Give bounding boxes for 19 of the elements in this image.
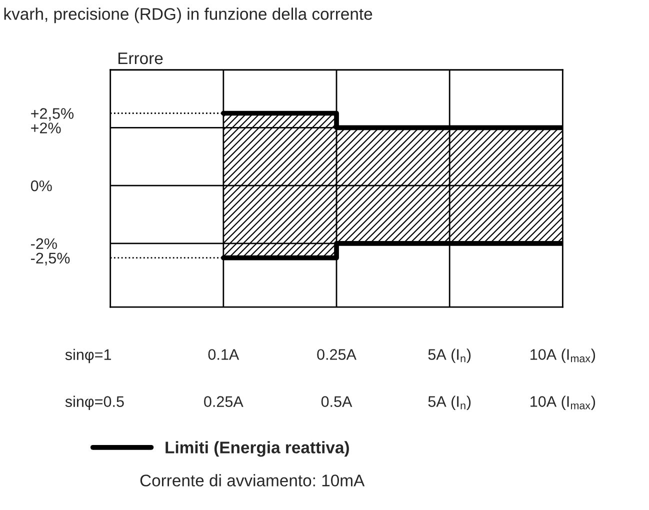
- y-tick-label: +2,5%: [31, 108, 74, 121]
- y-tick-label: +2%: [31, 122, 61, 134]
- text: sinφ=1: [65, 348, 112, 364]
- x-tick-label: 0.25A: [317, 349, 356, 360]
- x-tick-label: 0.1A: [208, 349, 240, 360]
- text: 10A (I$_{max}$): [530, 396, 596, 410]
- chart-title: kvarh, precisione (RDG) in funzione della corrente: [4, 8, 372, 24]
- y-tick-label: -2,5%: [31, 252, 70, 266]
- text: Corrente di avviamento: 10mA: [140, 474, 365, 486]
- text: 0.5A: [321, 396, 352, 407]
- x-tick-label: 10A (I$_{max}$): [530, 348, 596, 363]
- x-tick-label: 5A (I$_{n}$): [428, 348, 471, 363]
- text: 5A (I$_{n}$): [428, 396, 471, 410]
- y-tick-label: 0%: [30, 180, 52, 192]
- legend-label: Limiti (Energia reattiva): [166, 441, 349, 457]
- text: 0.25A: [204, 396, 244, 407]
- text: sinφ=0.5: [65, 396, 124, 410]
- y-axis-title: Errore: [118, 52, 163, 64]
- y-tick-label: -2%: [31, 238, 57, 250]
